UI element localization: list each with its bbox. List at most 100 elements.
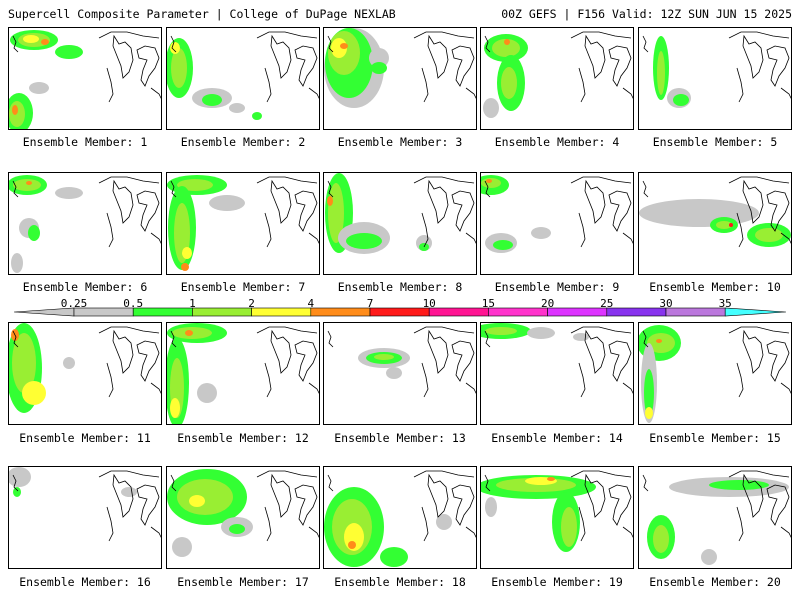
ensemble-map-panel: [166, 172, 320, 275]
scp-contour-region: [485, 497, 497, 517]
ensemble-map-panel: [8, 27, 162, 130]
ensemble-member-label: Ensemble Member: 16: [19, 575, 151, 589]
ensemble-member-label: Ensemble Member: 15: [649, 431, 781, 445]
colorbar-segment: [251, 307, 312, 317]
colorbar-tick-label: 4: [307, 297, 315, 310]
ensemble-map-panel: [323, 466, 477, 569]
ensemble-map-panel: [166, 322, 320, 425]
scp-contour-region: [547, 477, 555, 481]
great-lakes-coastline: [484, 176, 633, 248]
great-lakes-coastline: [642, 31, 791, 103]
colorbar-right-arrow: [724, 307, 787, 317]
scp-contour-region: [504, 39, 510, 45]
scp-contour-region: [380, 547, 408, 567]
ensemble-member-label: Ensemble Member: 12: [177, 431, 309, 445]
ensemble-map-panel: [480, 322, 634, 425]
scp-contour-region: [209, 195, 245, 211]
great-lakes-coastline: [642, 326, 791, 398]
ensemble-member-label: Ensemble Member: 20: [649, 575, 781, 589]
ensemble-map: [9, 467, 161, 542]
great-lakes-coastline: [484, 31, 633, 103]
ensemble-map: [324, 28, 476, 108]
scp-contour-region: [170, 42, 180, 54]
great-lakes-coastline: [12, 470, 161, 542]
ensemble-member-label: Ensemble Member: 7: [180, 280, 306, 294]
scp-contour-region: [561, 507, 577, 547]
scp-contour-region: [11, 253, 23, 273]
colorbar-tick-label: 25: [600, 297, 614, 310]
scp-contour-region: [481, 178, 501, 188]
ensemble-map: [483, 31, 633, 118]
ensemble-map-panel: [8, 466, 162, 569]
ensemble-map: [639, 176, 791, 248]
colorbar-tick-label: 10: [422, 297, 436, 310]
scp-contour-region: [673, 94, 689, 106]
ensemble-map: [167, 175, 319, 271]
ensemble-member-label: Ensemble Member: 6: [22, 280, 148, 294]
scp-contour-region: [656, 339, 662, 343]
scp-contour-region: [709, 480, 769, 490]
colorbar-tick-label: 7: [366, 297, 374, 310]
scp-contour-region: [716, 221, 732, 229]
scp-contour-region: [485, 327, 517, 335]
colorbar-tick-label: 30: [659, 297, 673, 310]
scp-contour-region: [28, 225, 40, 241]
colorbar-tick-label: 0.25: [60, 297, 88, 310]
scp-contour-region: [181, 263, 189, 271]
scp-contour-region: [229, 524, 245, 534]
scp-contour-region: [12, 333, 36, 393]
ensemble-map: [167, 323, 319, 424]
great-lakes-coastline: [484, 470, 633, 542]
scp-contour-region: [492, 39, 520, 57]
scp-contour-region: [13, 487, 21, 497]
scp-contour-region: [327, 196, 333, 206]
scp-contour-region: [189, 495, 205, 507]
ensemble-map-panel: [638, 466, 792, 569]
colorbar-segment: [428, 307, 489, 317]
ensemble-map-panel: [323, 27, 477, 130]
ensemble-map: [167, 469, 319, 557]
scp-contour-region: [493, 240, 513, 250]
colorbar-tick-label: 1: [189, 297, 196, 310]
scp-contour-region: [701, 549, 717, 565]
colorbar-segment: [310, 307, 371, 317]
scp-contour-region: [486, 179, 492, 183]
ensemble-map-panel: [323, 322, 477, 425]
scp-contour-region: [9, 467, 31, 487]
ensemble-member-label: Ensemble Member: 11: [19, 431, 151, 445]
scp-contour-region: [55, 187, 83, 199]
great-lakes-coastline: [12, 176, 161, 248]
colorbar-segment: [665, 307, 726, 317]
scp-contour-region: [531, 227, 551, 239]
scp-contour-region: [26, 181, 32, 185]
ensemble-map-panel: [8, 322, 162, 425]
great-lakes-coastline: [327, 326, 476, 398]
scp-contour-region: [657, 51, 665, 95]
scp-contour-region: [369, 48, 389, 68]
scp-contour-region: [346, 233, 382, 249]
great-lakes-coastline: [327, 470, 476, 542]
ensemble-member-label: Ensemble Member: 19: [491, 575, 623, 589]
colorbar-segment: [547, 307, 608, 317]
colorbar-tick-label: 2: [248, 297, 255, 310]
scp-contour-region: [252, 112, 262, 120]
ensemble-member-label: Ensemble Member: 3: [337, 135, 463, 149]
ensemble-map-panel: [638, 172, 792, 275]
ensemble-map: [9, 30, 161, 129]
scp-contour-region: [527, 327, 555, 339]
ensemble-map-panel: [8, 172, 162, 275]
ensemble-map: [324, 470, 476, 567]
scp-contour-region: [177, 479, 233, 515]
scp-contour-region: [371, 62, 387, 74]
ensemble-member-label: Ensemble Member: 5: [652, 135, 778, 149]
scp-contour-region: [483, 98, 499, 118]
scp-contour-region: [647, 333, 675, 353]
scp-contour-region: [645, 407, 653, 419]
scp-contour-region: [501, 67, 517, 99]
ensemble-map-panel: [166, 466, 320, 569]
scp-contour-region: [12, 105, 18, 115]
scp-contour-region: [348, 541, 356, 549]
scp-contour-region: [171, 48, 187, 88]
colorbar-tick-label: 35: [718, 297, 732, 310]
scp-contour-region: [386, 367, 402, 379]
